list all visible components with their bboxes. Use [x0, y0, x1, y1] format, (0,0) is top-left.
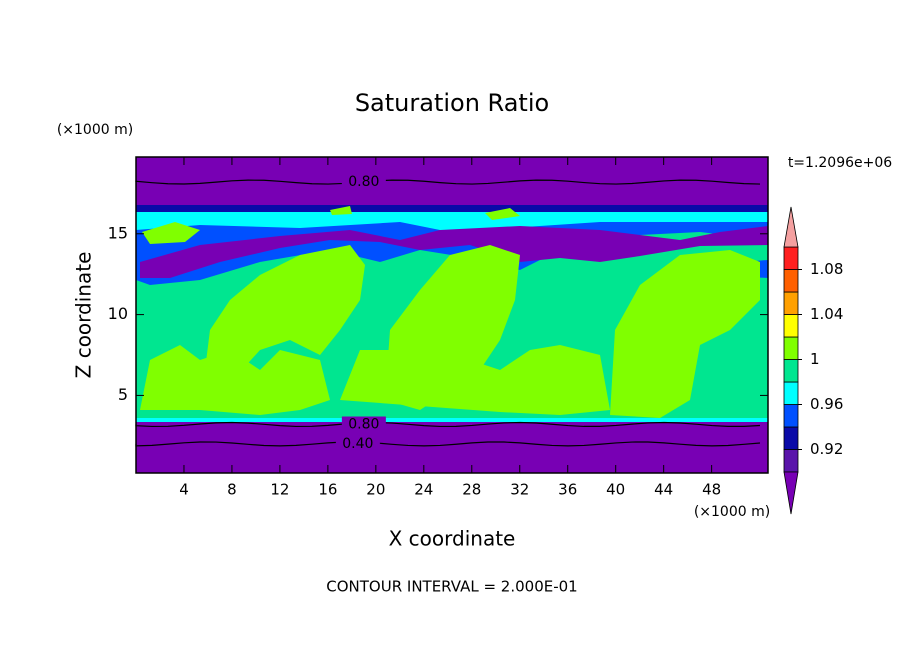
contour-label-bg — [341, 174, 386, 191]
x-tick-label: 32 — [510, 481, 529, 499]
contour-fill — [140, 345, 330, 415]
colorbar-segment — [783, 246, 799, 270]
colorbar-label: 0.92 — [810, 440, 843, 458]
contour-label-bg — [341, 416, 386, 433]
colorbar-under — [783, 471, 799, 515]
contour-label: 0.80 — [348, 174, 379, 190]
x-unit: (×1000 m) — [694, 504, 770, 520]
colorbar-segment — [783, 359, 799, 383]
contour-fill — [136, 212, 768, 232]
colorbar-segment — [783, 269, 799, 293]
y-tick-label: 5 — [118, 385, 128, 404]
colorbar-segment — [783, 449, 799, 473]
colorbar-segment — [783, 336, 799, 360]
colorbar-label: 1.04 — [810, 305, 843, 323]
contour-fill — [136, 418, 768, 422]
contour-fill — [136, 420, 768, 473]
contour-line — [135, 421, 761, 428]
x-tick-label: 36 — [558, 481, 577, 499]
x-tick-label: 44 — [654, 481, 673, 499]
x-tick-label: 40 — [606, 481, 625, 499]
colorbar-segment — [783, 426, 799, 450]
contour-fill — [340, 340, 610, 415]
colorbar-segment — [783, 291, 799, 315]
colorbar-over — [783, 206, 799, 248]
y-unit: (×1000 m) — [57, 122, 133, 138]
x-tick-label: 24 — [414, 481, 433, 499]
contour-fill — [142, 222, 200, 244]
x-tick-label: 20 — [366, 481, 385, 499]
colorbar-label: 1.08 — [810, 260, 843, 278]
time-label: t=1.2096e+06 — [788, 155, 892, 171]
colorbar-segment — [783, 314, 799, 338]
x-axis-label: X coordinate — [389, 527, 516, 551]
y-tick-label: 10 — [108, 304, 128, 323]
x-tick-label: 12 — [270, 481, 289, 499]
y-axis-label: Z coordinate — [72, 252, 96, 379]
contour-fill — [485, 208, 520, 220]
contour-fill — [610, 250, 760, 418]
footer: CONTOUR INTERVAL = 2.000E-01 — [326, 578, 577, 596]
x-tick-label: 8 — [227, 481, 237, 499]
contour-fill — [136, 205, 768, 212]
x-tick-label: 16 — [318, 481, 337, 499]
x-tick-label: 48 — [702, 481, 721, 499]
y-tick-label: 15 — [108, 223, 128, 242]
colorbar-segment — [783, 404, 799, 428]
contour-fill — [136, 157, 768, 205]
contour-line — [135, 441, 761, 447]
contour-fill — [205, 245, 365, 372]
contour-fill — [140, 226, 768, 278]
contour-label-bg — [335, 435, 380, 452]
contour-line — [135, 179, 761, 185]
contour-label: 0.80 — [348, 417, 379, 433]
chart-title: Saturation Ratio — [355, 89, 549, 117]
colorbar-label: 1 — [810, 350, 820, 368]
x-tick-label: 28 — [462, 481, 481, 499]
contour-fill — [330, 206, 352, 215]
colorbar-segment — [783, 381, 799, 405]
colorbar-label: 0.96 — [810, 395, 843, 413]
contour-label: 0.40 — [342, 436, 373, 452]
x-tick-label: 4 — [179, 481, 189, 499]
